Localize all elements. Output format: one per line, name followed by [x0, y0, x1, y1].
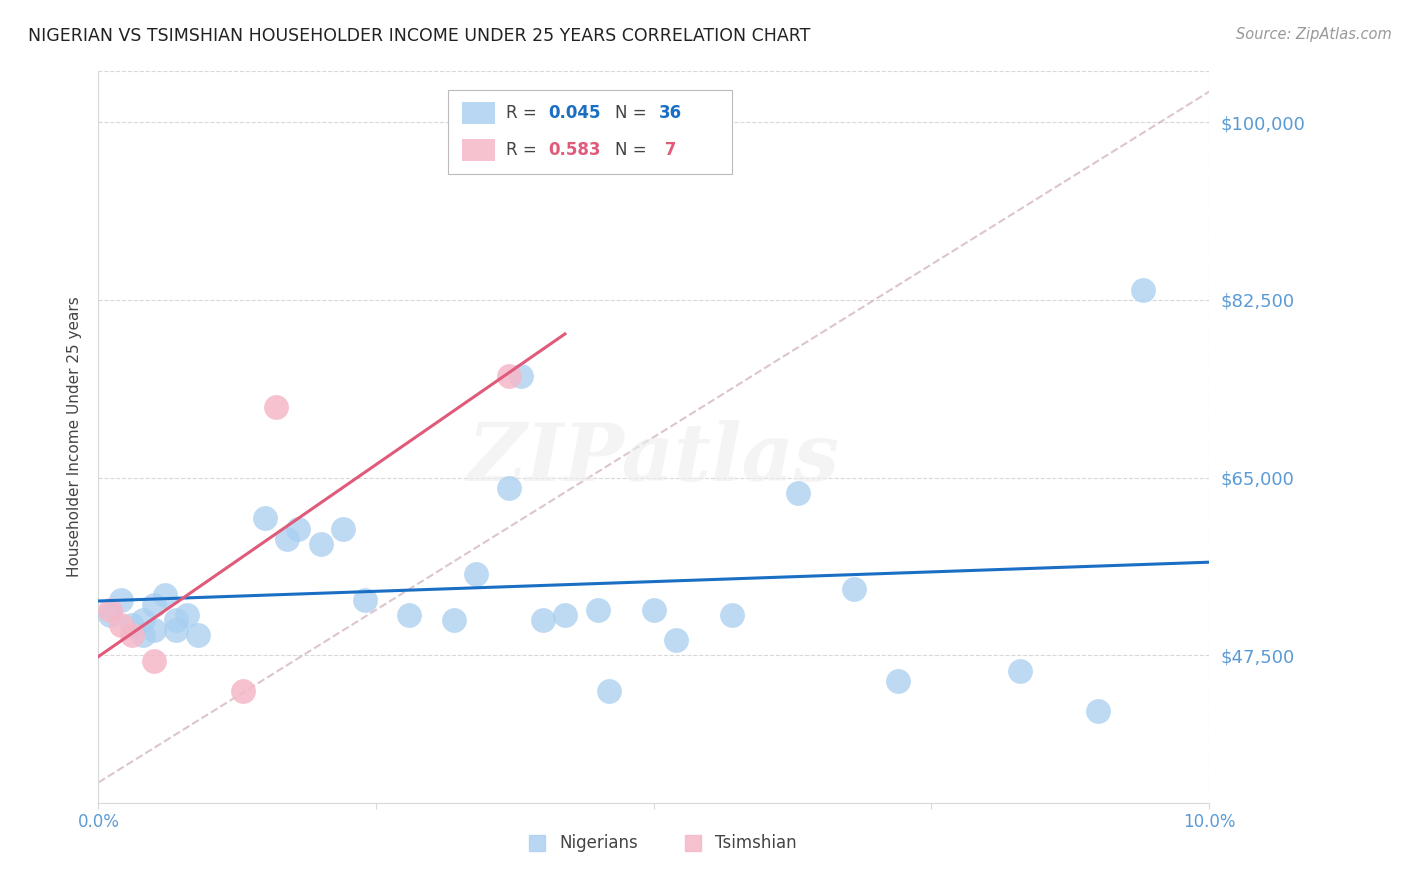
Point [588, 603, 610, 617]
Point [509, 369, 531, 384]
Point [665, 633, 688, 648]
Point [443, 613, 465, 627]
Point [287, 521, 309, 535]
Point [187, 628, 209, 642]
Text: ZIPatlas: ZIPatlas [468, 420, 839, 498]
Text: NIGERIAN VS TSIMSHIAN HOUSEHOLDER INCOME UNDER 25 YEARS CORRELATION CHART: NIGERIAN VS TSIMSHIAN HOUSEHOLDER INCOME… [28, 27, 810, 45]
Point [1087, 705, 1109, 719]
Text: Tsimshian: Tsimshian [714, 834, 797, 852]
Text: 36: 36 [659, 104, 682, 122]
Point [110, 592, 132, 607]
Bar [461, 138, 495, 161]
Point [842, 582, 865, 597]
Point [498, 481, 520, 495]
Point [153, 588, 176, 602]
Point [110, 618, 132, 632]
Text: R =: R = [506, 104, 543, 122]
Point [143, 654, 166, 668]
Point [531, 613, 554, 627]
Point [98, 603, 121, 617]
Point [121, 618, 143, 632]
Point [98, 607, 121, 622]
Point [176, 607, 198, 622]
Point [132, 628, 155, 642]
Point [465, 567, 488, 582]
Point [554, 607, 576, 622]
Text: N =: N = [614, 141, 652, 159]
Bar [449, 90, 731, 174]
Point [253, 511, 276, 525]
Text: 7: 7 [659, 141, 676, 159]
Text: N =: N = [614, 104, 652, 122]
Point [498, 369, 520, 384]
Point [354, 592, 377, 607]
Point [165, 623, 187, 637]
Point [309, 537, 332, 551]
Point [598, 684, 620, 698]
Point [143, 598, 166, 612]
Point [398, 607, 420, 622]
Point [1010, 664, 1032, 678]
Point [232, 684, 254, 698]
Point [887, 673, 910, 688]
Text: 0.045: 0.045 [548, 104, 600, 122]
Point [165, 613, 187, 627]
Point [1132, 283, 1154, 297]
Point [121, 628, 143, 642]
Text: Nigerians: Nigerians [560, 834, 638, 852]
Point [264, 400, 287, 414]
Point [276, 532, 298, 546]
Point [787, 486, 810, 500]
Point [332, 521, 354, 535]
Y-axis label: Householder Income Under 25 years: Householder Income Under 25 years [67, 297, 83, 577]
Point [643, 603, 665, 617]
Bar [461, 102, 495, 124]
Point [143, 623, 166, 637]
Point [132, 613, 155, 627]
Text: Source: ZipAtlas.com: Source: ZipAtlas.com [1236, 27, 1392, 42]
Text: 0.583: 0.583 [548, 141, 600, 159]
Point [720, 607, 742, 622]
Text: R =: R = [506, 141, 543, 159]
